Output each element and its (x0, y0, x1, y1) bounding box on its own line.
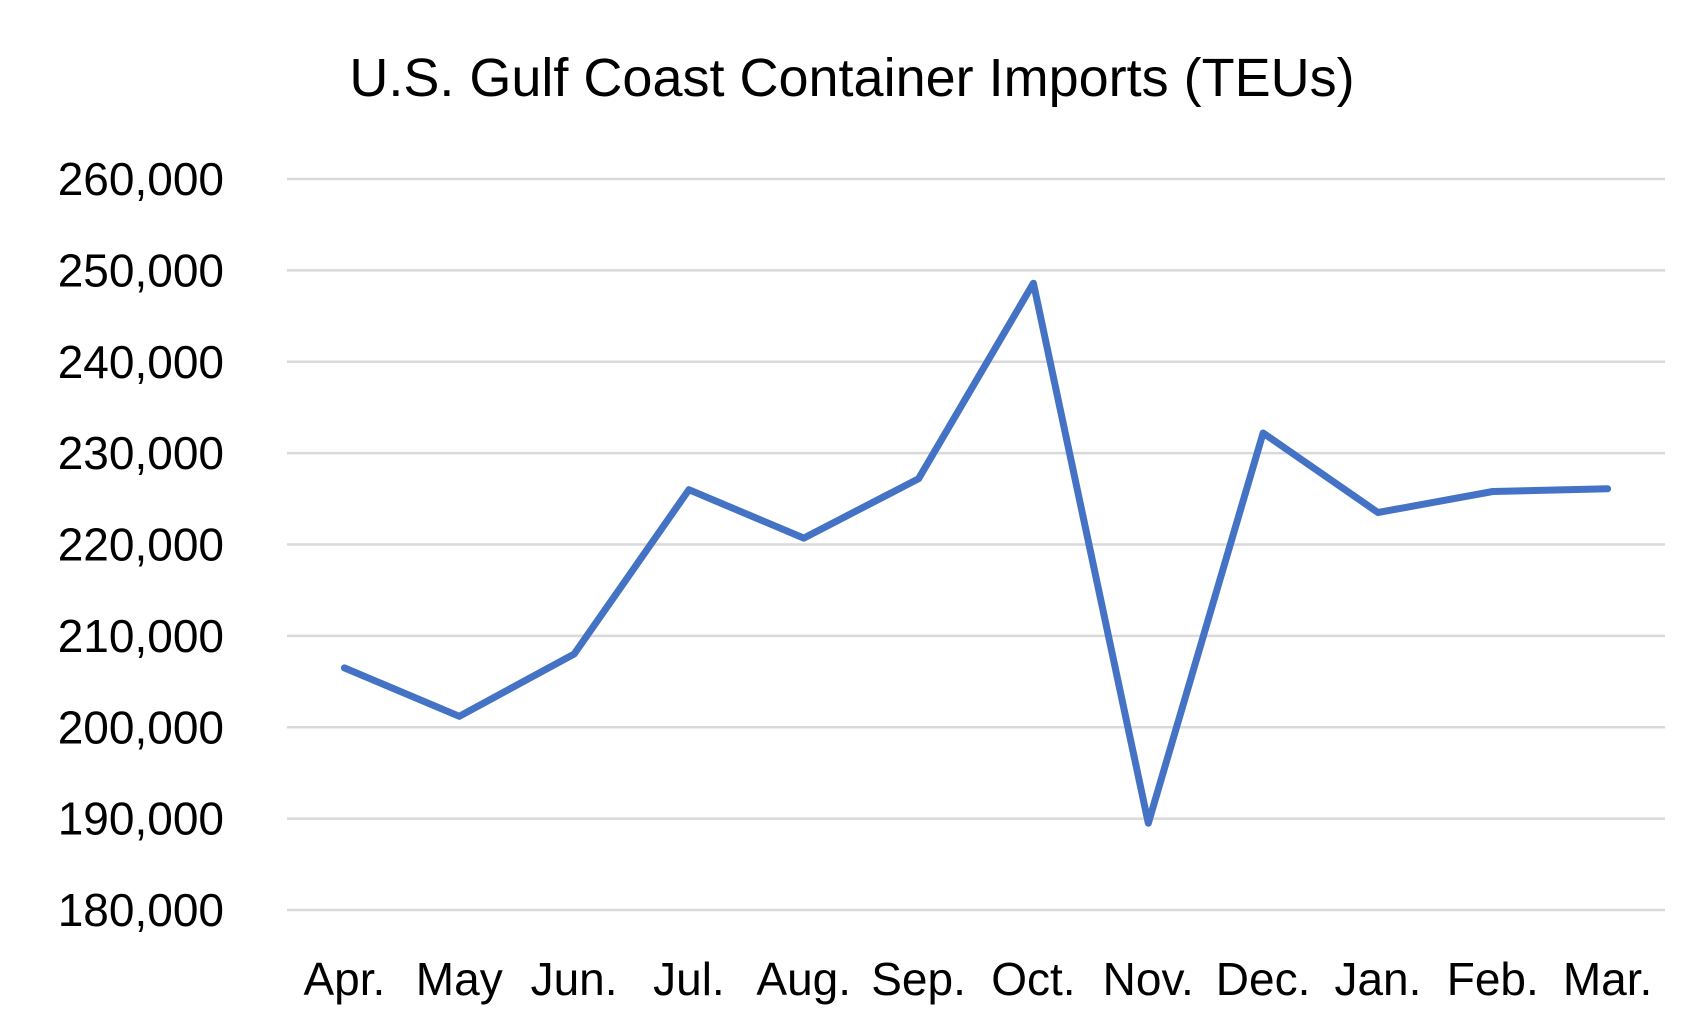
data-point (570, 650, 578, 658)
data-point (1259, 429, 1267, 437)
chart-title: U.S. Gulf Coast Container Imports (TEUs) (349, 48, 1354, 108)
y-tick-label: 250,000 (58, 244, 224, 296)
data-point (1604, 485, 1612, 493)
x-tick-label: May (416, 953, 503, 1005)
data-point (455, 712, 463, 720)
x-tick-label: Oct. (991, 953, 1075, 1005)
y-tick-label: 260,000 (58, 153, 224, 205)
y-tick-label: 240,000 (58, 336, 224, 388)
y-tick-label: 190,000 (58, 793, 224, 845)
x-tick-label: Aug. (756, 953, 851, 1005)
y-tick-label: 210,000 (58, 610, 224, 662)
data-point (1144, 819, 1152, 827)
data-point (1029, 279, 1037, 287)
x-axis-tick-labels: Apr. May Jun. Jul. Aug. Sep. Oct. Nov. Dec. Jan. F… (304, 953, 1653, 1005)
gridlines (287, 177, 1665, 912)
data-point (800, 534, 808, 542)
data-point (1489, 488, 1497, 496)
y-axis-tick-labels: 180,000 190,000 200,000 210,000 220,000 230,0… (58, 153, 224, 936)
x-tick-label: Jun. (531, 953, 618, 1005)
data-point (340, 664, 348, 672)
y-tick-label: 230,000 (58, 427, 224, 479)
x-tick-label: Nov. (1103, 953, 1194, 1005)
x-tick-label: Jan. (1334, 953, 1421, 1005)
x-tick-label: Mar. (1563, 953, 1652, 1005)
x-tick-label: Sep. (871, 953, 966, 1005)
x-tick-label: Dec. (1216, 953, 1311, 1005)
x-tick-label: Feb. (1447, 953, 1539, 1005)
series-group (340, 279, 1612, 827)
x-tick-label: Jul. (653, 953, 725, 1005)
y-tick-label: 220,000 (58, 519, 224, 571)
data-point (685, 486, 693, 494)
data-point (1374, 509, 1382, 517)
y-tick-label: 200,000 (58, 701, 224, 753)
series-line (340, 279, 1612, 827)
y-tick-label: 180,000 (58, 884, 224, 936)
data-point (915, 475, 923, 483)
x-tick-label: Apr. (304, 953, 386, 1005)
